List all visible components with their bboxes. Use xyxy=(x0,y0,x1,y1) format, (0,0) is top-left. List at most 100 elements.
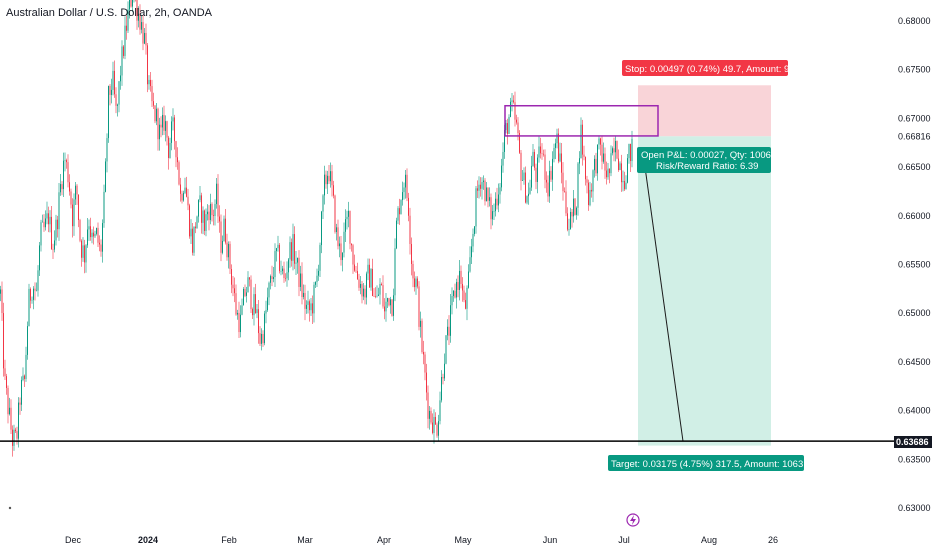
candle-body xyxy=(265,310,267,314)
candle-body xyxy=(78,194,79,221)
candle-body xyxy=(582,124,583,155)
x-axis[interactable]: Dec 2024 Feb Mar Apr May Jun Jul Aug 26 xyxy=(65,535,778,545)
candle-body xyxy=(300,273,301,287)
candle-body xyxy=(220,221,222,253)
candle-body xyxy=(268,282,270,298)
candle-body xyxy=(226,242,228,258)
y-axis[interactable]: 0.68000 0.67500 0.67000 0.66816 0.66500 0.660… xyxy=(898,16,931,513)
candle-body xyxy=(351,243,352,246)
candle-body xyxy=(238,312,240,333)
candle-body xyxy=(75,185,76,200)
candle-body xyxy=(244,289,246,296)
x-tick-label: Jun xyxy=(543,535,558,545)
x-tick-label: 26 xyxy=(768,535,778,545)
candle-body xyxy=(9,407,10,415)
candle-body xyxy=(181,193,183,201)
candle-body xyxy=(96,227,97,234)
resistance-zone[interactable] xyxy=(504,104,659,137)
candle-body xyxy=(510,101,511,117)
candle-body xyxy=(24,375,25,379)
candle-body xyxy=(123,46,124,56)
candle-body xyxy=(462,283,463,291)
candle-body xyxy=(106,138,108,162)
candle-body xyxy=(454,290,456,298)
candle-body xyxy=(465,300,466,309)
candle-body xyxy=(201,195,202,223)
candle-body xyxy=(423,352,424,355)
candle-body xyxy=(189,205,190,237)
candle-body xyxy=(373,296,375,297)
candle-body xyxy=(585,156,586,180)
candle-body xyxy=(132,0,133,7)
candle-body xyxy=(483,180,484,183)
candle-body xyxy=(97,227,99,243)
candle-body xyxy=(445,335,447,364)
candle-body xyxy=(621,163,622,183)
candle-body xyxy=(429,410,430,419)
candle-body xyxy=(307,301,309,305)
candle-body xyxy=(309,301,310,311)
target-zone[interactable] xyxy=(638,136,771,446)
candle-body xyxy=(303,292,304,297)
candle-body xyxy=(295,262,297,264)
candle-body xyxy=(57,219,58,230)
candle-body xyxy=(606,170,607,178)
candle-body xyxy=(58,192,60,230)
candle-body xyxy=(561,153,562,173)
candle-body xyxy=(589,189,591,206)
candle-body xyxy=(124,25,126,56)
candle-body xyxy=(222,240,223,253)
candle-body xyxy=(157,108,159,140)
candle-body xyxy=(6,376,7,388)
candle-body xyxy=(151,86,153,102)
candle-body xyxy=(394,248,396,296)
candle-body xyxy=(84,245,85,263)
lightning-icon[interactable] xyxy=(626,513,640,527)
candle-body xyxy=(336,227,337,233)
candle-body xyxy=(235,293,237,315)
candle-body xyxy=(513,100,514,103)
candle-body xyxy=(354,264,355,271)
candle-body xyxy=(49,216,51,225)
candle-body xyxy=(148,79,150,85)
candle-body xyxy=(30,288,31,301)
candle-body xyxy=(160,124,162,128)
candle-body xyxy=(466,287,468,309)
candle-body xyxy=(126,25,127,31)
candle-body xyxy=(402,192,403,201)
candle-body xyxy=(519,133,520,153)
candle-body xyxy=(528,193,529,197)
candle-body xyxy=(463,290,465,301)
candle-body xyxy=(447,326,448,336)
y-tick-label: 0.68000 xyxy=(898,16,931,26)
candle-body xyxy=(69,182,70,192)
stop-zone[interactable] xyxy=(638,85,771,137)
candle-body xyxy=(448,326,450,336)
candle-body xyxy=(505,123,507,131)
candle-body xyxy=(508,116,510,134)
candle-body xyxy=(129,0,130,10)
candle-body xyxy=(408,197,409,216)
candle-body xyxy=(108,85,109,139)
candle-body xyxy=(612,148,613,154)
candle-body xyxy=(549,170,550,197)
candle-body xyxy=(109,85,111,95)
candle-body xyxy=(484,180,486,202)
candle-body xyxy=(291,242,292,261)
candle-body xyxy=(577,163,579,208)
candle-body xyxy=(628,144,630,159)
candle-body xyxy=(33,288,34,300)
candle-body xyxy=(313,284,315,314)
candle-body xyxy=(67,162,69,183)
candle-body xyxy=(367,264,369,274)
candle-body xyxy=(547,182,549,197)
candle-body xyxy=(421,320,423,353)
candle-body xyxy=(439,400,441,422)
candle-body xyxy=(190,228,192,237)
candle-body xyxy=(141,22,142,30)
candle-body xyxy=(31,299,33,301)
candle-body xyxy=(4,368,6,377)
candle-body xyxy=(66,160,67,163)
candle-body xyxy=(414,278,415,288)
